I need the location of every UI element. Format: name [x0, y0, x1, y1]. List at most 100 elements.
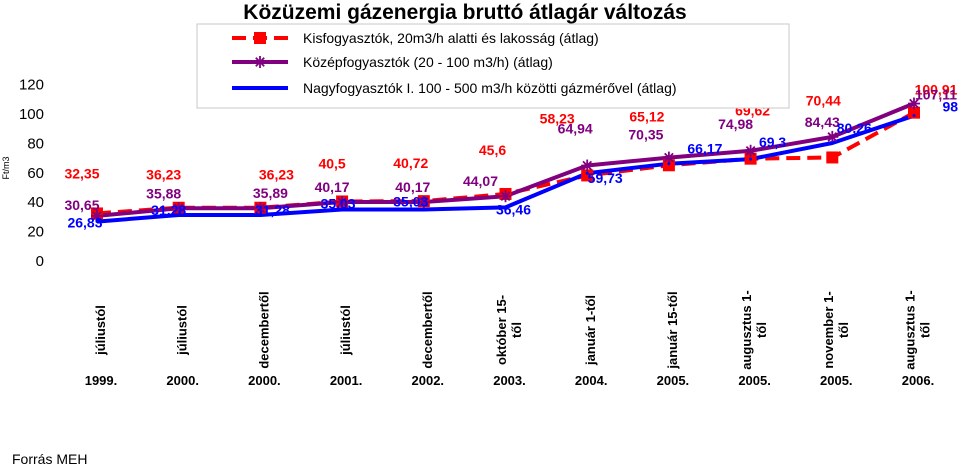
data-point-star [744, 144, 757, 157]
data-label: 31,28 [151, 202, 186, 218]
data-label: 45,6 [479, 142, 506, 158]
y-tick-label: 100 [19, 106, 44, 123]
data-label: 30,65 [64, 197, 99, 213]
data-label: 35,89 [253, 185, 288, 201]
y-axis-label: Ft/m3 [1, 156, 11, 179]
data-label: 40,72 [393, 155, 428, 171]
x-category: decembertől [256, 291, 271, 368]
data-label: 40,5 [318, 155, 345, 171]
series-markers [91, 97, 920, 224]
data-label: 35,03 [321, 196, 356, 212]
data-point-star [172, 202, 185, 215]
data-label: 31,28 [255, 202, 290, 218]
data-label: 58,23 [540, 110, 575, 126]
legend-label: Középfogyasztók (20 - 100 m3/h) (átlag) [303, 54, 553, 70]
data-label: 80,26 [837, 120, 872, 136]
data-point [258, 213, 262, 217]
data-point-star [499, 190, 512, 203]
data-label: 107,11 [915, 87, 957, 103]
y-axis-ticks: 0 20 40 60 80 100 120 [19, 77, 44, 270]
data-point-star [581, 159, 594, 172]
x-category: júliustól [175, 305, 190, 356]
data-label: 64,94 [558, 121, 593, 137]
data-point-square [662, 159, 675, 172]
data-point-star [254, 56, 266, 68]
data-label: 70,44 [806, 92, 841, 108]
x-category-line: decembertől [420, 291, 435, 368]
x-category: júliustól [93, 305, 108, 356]
x-axis-years: 1999. 2000. 2000. 2001. 2002. 2003. 2004. 2005.… [85, 373, 935, 388]
data-point [830, 141, 834, 145]
data-label: 84,43 [805, 114, 840, 130]
legend: Kisfogyasztók, 20m3/h alatti és lakosság… [196, 23, 790, 109]
x-axis-categories: júliustól júliustól decembertől júliustól de… [93, 290, 933, 369]
x-year-label: 2002. [412, 373, 445, 388]
data-label: 74,98 [718, 116, 753, 132]
x-year-label: 2004. [575, 373, 608, 388]
data-point [749, 157, 753, 161]
x-year-label: 2000. [248, 373, 281, 388]
data-label: 35,03 [393, 194, 428, 210]
data-point [177, 213, 181, 217]
x-category: augusztus 1- től [739, 290, 769, 369]
y-tick-label: 120 [19, 77, 44, 94]
x-year-label: 2005. [657, 373, 690, 388]
x-category-line: től [918, 322, 933, 338]
x-category-line: től [754, 322, 769, 338]
data-point-star [826, 130, 839, 143]
data-point-square [908, 106, 920, 119]
data-label: 69,3 [759, 134, 786, 150]
x-category: júliustól [338, 305, 353, 356]
data-point [667, 162, 671, 166]
x-category: október 15- től [494, 295, 524, 365]
x-year-label: 2000. [166, 373, 199, 388]
data-label: 65,12 [629, 108, 664, 124]
x-category-line: november 1- [821, 291, 836, 368]
legend-marker-square [254, 32, 266, 44]
x-category-line: júliustól [175, 305, 190, 356]
data-point-star [908, 97, 920, 110]
y-tick-label: 40 [27, 194, 44, 211]
y-tick-label: 80 [27, 135, 44, 152]
x-category: decembertől [420, 291, 435, 368]
chart-title: Közüzemi gázenergia bruttó átlagár válto… [243, 1, 686, 24]
data-label: 70,35 [628, 127, 663, 143]
x-year-label: 2005. [738, 373, 771, 388]
source-note: Forrás MEH [12, 451, 87, 467]
data-point [422, 208, 426, 212]
legend-label: Kisfogyasztók, 20m3/h alatti és lakosság… [303, 30, 599, 46]
y-tick-label: 20 [27, 224, 44, 241]
data-label: 36,23 [146, 167, 181, 183]
data-point-star [91, 209, 103, 222]
data-label: 100,91 [915, 82, 958, 98]
data-point-star [336, 195, 349, 208]
data-label: 32,35 [64, 165, 99, 181]
x-category-line: augusztus 1- [739, 290, 754, 369]
data-point-star [417, 195, 430, 208]
data-label: 40,17 [315, 179, 350, 195]
data-label: 98,86 [942, 99, 959, 115]
x-category: augusztus 1- től [903, 290, 933, 369]
x-category-line: január 1-től [583, 295, 598, 366]
data-label: 44,07 [463, 173, 498, 189]
data-point [585, 171, 589, 175]
data-label: 36,46 [496, 201, 531, 217]
data-point [504, 205, 507, 209]
x-year-label: 2001. [330, 373, 363, 388]
x-category-line: júliustól [338, 305, 353, 356]
y-tick-label: 60 [27, 165, 44, 182]
data-label: 40,17 [395, 179, 430, 195]
data-label: 59,73 [588, 170, 623, 186]
x-category-line: júliustól [93, 305, 108, 356]
data-point-star [662, 151, 675, 164]
data-point-square [581, 169, 594, 182]
data-point [912, 114, 916, 118]
x-category-line: től [509, 322, 524, 338]
data-point-star [254, 202, 267, 215]
data-label: 35,88 [146, 185, 181, 201]
x-category: november 1- től [821, 291, 851, 368]
x-category-line: január 15-től [665, 291, 680, 369]
data-point [95, 220, 99, 224]
y-tick-label: 0 [36, 253, 44, 270]
